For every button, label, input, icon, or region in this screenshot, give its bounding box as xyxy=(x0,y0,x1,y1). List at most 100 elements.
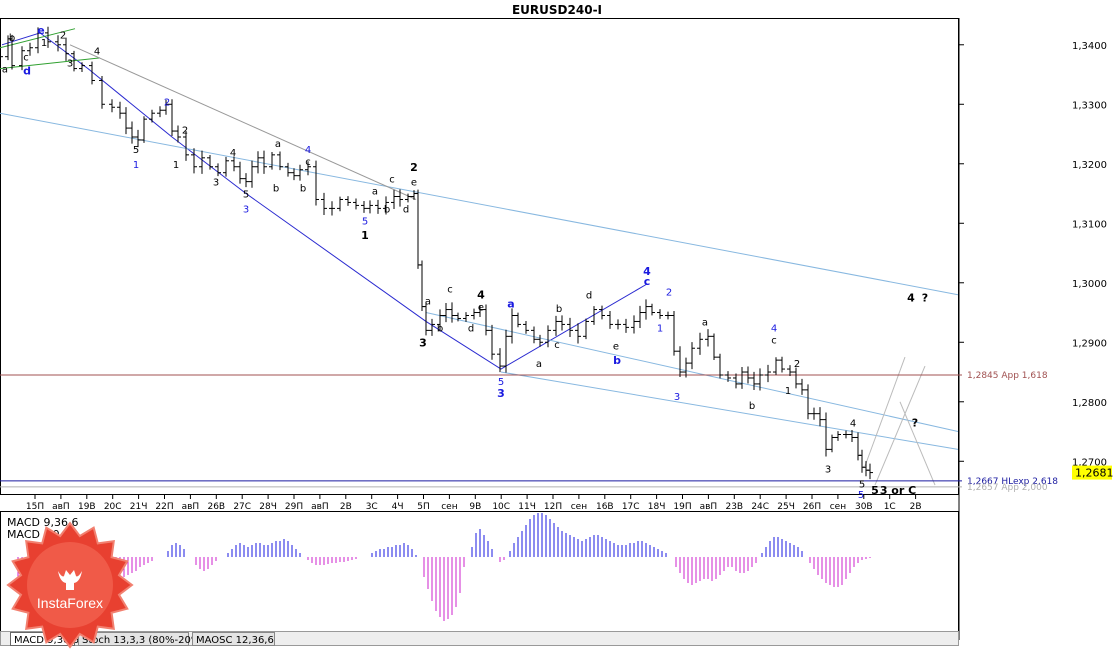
macd-title: MACD 9,36,6 xyxy=(7,516,78,529)
level-label: 1,2667 HLexp 2,618 xyxy=(967,477,1058,487)
price-bar xyxy=(463,312,469,322)
price-tick-label: 1,2900 xyxy=(1072,338,1107,349)
level-layer: 1,2845 App 1,618 1,2667 HLexp 2,6181,2657… xyxy=(0,371,1058,493)
wave-label: d xyxy=(468,323,474,334)
wave-label: a xyxy=(372,187,378,198)
price-bar xyxy=(19,46,25,71)
wave-label: 5 xyxy=(498,377,504,388)
price-bar xyxy=(175,125,181,143)
wave-label: 4 xyxy=(94,47,100,58)
indicator-tab-stoch[interactable]: Stoch 13,3,3 (80%-20%) xyxy=(78,632,205,647)
wave-label: a xyxy=(507,298,514,311)
price-tick-label: 1,3100 xyxy=(1072,219,1107,230)
time-tick-label: 15П xyxy=(26,502,44,512)
wave-label: e xyxy=(37,24,44,37)
price-bar xyxy=(787,365,793,376)
wave-label: 2 xyxy=(182,125,188,136)
trendline xyxy=(69,44,417,200)
time-tick-label: 19П xyxy=(673,502,691,512)
wave-label: b xyxy=(9,33,15,44)
price-bar xyxy=(149,109,155,123)
wave-label: 4 xyxy=(230,148,236,159)
price-bar xyxy=(683,357,689,378)
price-bar xyxy=(129,121,135,144)
price-bar xyxy=(637,305,643,329)
price-bar xyxy=(503,329,509,373)
price-bar xyxy=(567,317,573,337)
price-bar xyxy=(353,198,359,210)
price-tick-label: 1,2700 xyxy=(1072,457,1107,468)
time-tick-label: 2В xyxy=(910,502,922,512)
time-tick-label: 29П xyxy=(285,502,303,512)
price-tick-label: 1,3000 xyxy=(1072,279,1107,290)
price-bar xyxy=(823,412,829,457)
price-bar xyxy=(523,321,529,334)
logo-text: InstaForex xyxy=(37,595,103,611)
price-bar xyxy=(231,156,237,172)
current-price-box xyxy=(1072,465,1112,480)
price-bar xyxy=(607,311,613,329)
time-tick-label: 28Ч xyxy=(259,502,277,512)
price-bar xyxy=(671,311,677,356)
price-bar xyxy=(717,353,723,379)
price-bar xyxy=(811,407,817,420)
wave-label: 4 xyxy=(771,323,777,334)
price-bar xyxy=(779,356,785,373)
price-bar xyxy=(545,325,551,348)
price-bar xyxy=(55,35,61,52)
price-bar xyxy=(765,364,771,383)
wave-label: b xyxy=(384,204,390,215)
price-bar xyxy=(237,161,243,184)
macd-histogram xyxy=(17,513,871,621)
time-tick-label: 9В xyxy=(469,502,481,512)
indicator-tab-label: MAOSC 12,36,6 xyxy=(196,635,274,646)
time-tick-label: 27С xyxy=(233,502,251,512)
time-tick-label: авП xyxy=(52,502,70,512)
price-bar xyxy=(575,323,581,344)
wave-label: 4 xyxy=(850,419,856,430)
time-tick-label: 4Ч xyxy=(392,502,404,512)
time-tick-label: 10С xyxy=(492,502,510,512)
price-bar xyxy=(867,463,873,480)
price-bar xyxy=(89,61,95,85)
price-bar xyxy=(27,42,33,56)
wave-label: b xyxy=(300,184,306,195)
time-tick-label: 26В xyxy=(207,502,225,512)
price-bar xyxy=(305,161,311,176)
price-bar xyxy=(291,168,297,181)
price-tick-label: 1,3200 xyxy=(1072,160,1107,171)
price-bar xyxy=(223,156,229,177)
price-bar xyxy=(135,129,141,148)
price-bar xyxy=(657,309,663,319)
indicator-tab-maosc[interactable]: MAOSC 12,36,6 xyxy=(192,632,275,647)
price-bar xyxy=(269,151,275,170)
price-bar xyxy=(63,37,69,61)
price-axis: 1,3400 1,3300 1,3200 1,3100 1,3000 1,2900 1,28… xyxy=(959,41,1114,480)
price-tick-label: 1,3300 xyxy=(1072,100,1107,111)
wave-label: 5 xyxy=(362,216,368,227)
current-price-label: 1,2681 xyxy=(1075,467,1114,480)
price-bar xyxy=(99,76,105,109)
trendline xyxy=(425,312,959,432)
wave-label: 1 xyxy=(785,386,791,397)
price-bar xyxy=(515,312,521,328)
wave-label: 2 xyxy=(410,161,418,174)
wave-label: b xyxy=(613,354,621,367)
wave-label: a xyxy=(425,297,431,308)
time-tick-label: 18Ч xyxy=(648,502,666,512)
price-bar xyxy=(477,305,483,317)
wave-label: 3 xyxy=(825,464,831,475)
time-tick-label: авП xyxy=(700,502,718,512)
trendline xyxy=(0,112,959,296)
price-bar xyxy=(117,101,123,119)
price-bar xyxy=(297,164,303,181)
wave-label: c xyxy=(771,335,777,346)
wave-label: b xyxy=(273,184,279,195)
price-bar xyxy=(509,308,515,344)
time-tick-label: 1С xyxy=(884,502,896,512)
wave-label: 3 xyxy=(419,336,427,349)
price-bar xyxy=(321,192,327,216)
price-bar xyxy=(793,367,799,389)
wave-label: d xyxy=(586,291,592,302)
